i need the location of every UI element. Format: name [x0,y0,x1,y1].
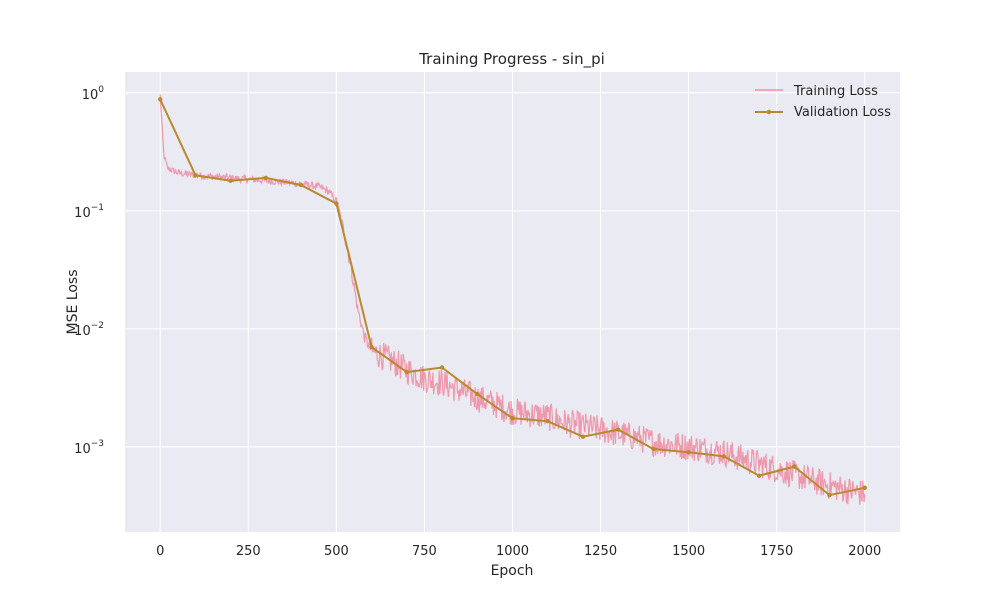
x-tick-label: 2000 [848,544,881,559]
legend-training-label: Training Loss [793,84,878,99]
validation-loss-point [193,173,198,178]
y-tick-base: 10 [74,206,91,221]
validation-loss-point [369,344,374,350]
y-tick-label: 10−2 [74,321,104,339]
y-tick-label: 100 [82,85,105,103]
validation-loss-point [404,369,409,375]
x-tick-label: 1250 [584,544,617,559]
y-tick-base: 10 [74,442,91,457]
y-tick-exponent: −2 [91,321,104,331]
validation-loss-point [756,473,762,478]
validation-loss-point [686,450,691,455]
x-tick-label: 1750 [760,544,793,559]
validation-loss-point [616,427,621,432]
validation-loss-point [263,175,269,181]
validation-loss-point [651,446,656,452]
validation-loss-point [298,182,304,188]
x-tick-label: 500 [324,544,349,559]
validation-loss-point [158,97,163,102]
legend-validation-marker [766,109,772,115]
chart-title: Training Progress - sin_pi [418,50,605,69]
validation-loss-point [334,201,339,206]
legend-validation-label: Validation Loss [794,105,891,120]
series-layer [158,94,867,505]
x-tick-label: 1500 [672,544,705,559]
validation-loss-point [439,365,445,370]
validation-loss-point [721,454,727,459]
y-axis-label: MSE Loss [65,270,81,335]
validation-loss-point [827,492,832,498]
x-tick-label: 0 [156,544,164,559]
validation-loss-point [228,178,233,183]
validation-loss-point [475,391,480,397]
y-tick-exponent: 0 [98,85,104,95]
validation-loss-point [862,485,867,490]
validation-loss-point [580,434,586,439]
validation-loss-point [510,416,515,421]
validation-loss-point [545,419,550,424]
x-tick-label: 250 [236,544,261,559]
y-tick-label: 10−3 [74,439,104,457]
y-tick-exponent: −1 [91,203,104,213]
x-axis-label: Epoch [491,563,534,579]
y-tick-label: 10−1 [74,203,104,221]
y-tick-exponent: −3 [91,439,104,449]
y-tick-base: 10 [82,88,99,103]
validation-loss-point [792,464,797,469]
training-loss-line [159,94,866,505]
ticks: 0 250 500 750 1000 1250 1500 1750 200010010−110−… [74,85,881,559]
y-tick-base: 10 [74,324,91,339]
x-tick-label: 750 [412,544,437,559]
grid [125,72,900,532]
x-tick-label: 1000 [496,544,529,559]
legend: Training Loss Validation Loss [755,84,891,120]
